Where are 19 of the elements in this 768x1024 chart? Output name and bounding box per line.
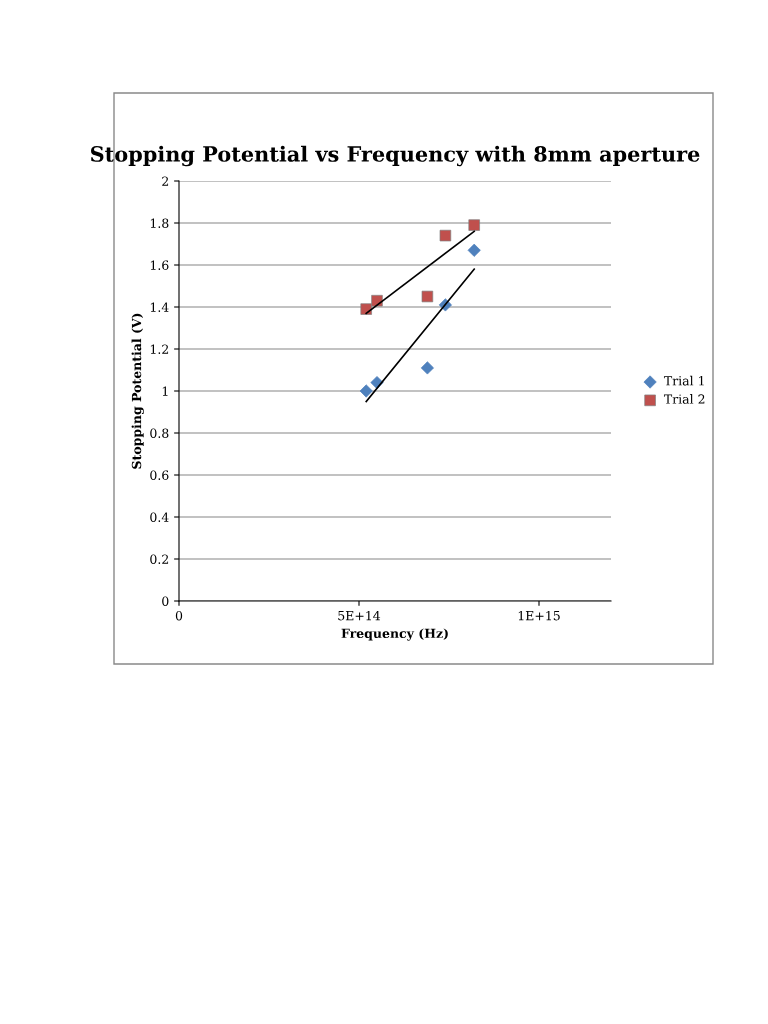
y-tick-label: 0.2	[150, 554, 169, 564]
chart-title: Stopping Potential vs Frequency with 8mm aperture	[91, 145, 700, 167]
x-tick-label: 1E+15	[518, 610, 560, 621]
y-tick-label: 0.8	[150, 428, 169, 438]
y-tick-label: 0.4	[150, 512, 169, 522]
legend-label: Trial 1	[663, 375, 704, 386]
y-tick-label: 1.4	[150, 302, 169, 312]
y-tick-label: 1.2	[150, 344, 169, 354]
y-tick-label: 1	[162, 386, 168, 396]
x-tick-label: 5E+14	[338, 610, 381, 621]
y-tick-label: 1.8	[150, 218, 169, 228]
y-tick-label: 0	[162, 596, 169, 606]
y-tick-label: 0.6	[150, 470, 169, 480]
y-axis-title: Stopping Potential (V)	[131, 313, 144, 469]
y-tick-label: 2	[162, 176, 169, 186]
legend-label: Trial 2	[663, 394, 705, 404]
x-tick-label: 0	[175, 610, 183, 621]
x-axis-title: Frequency (Hz)	[341, 628, 448, 641]
y-tick-label: 1.6	[150, 260, 169, 270]
